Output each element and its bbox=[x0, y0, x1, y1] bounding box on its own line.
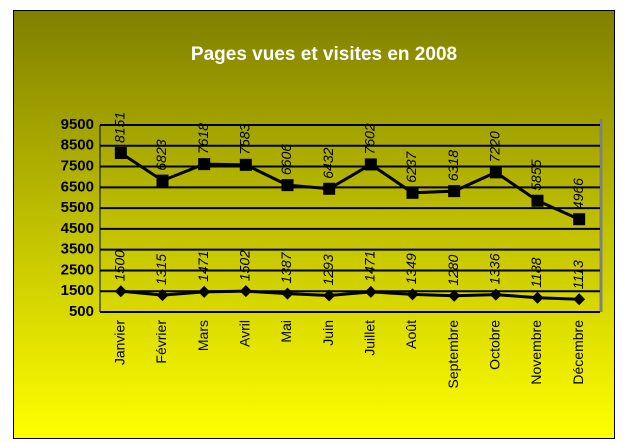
marker bbox=[323, 182, 336, 195]
marker bbox=[239, 285, 252, 298]
y-tick-label: 2500 bbox=[61, 261, 94, 278]
y-tick-label: 5500 bbox=[61, 199, 94, 216]
x-tick-label: Novembre bbox=[528, 320, 544, 385]
data-label: 1280 bbox=[445, 254, 461, 285]
y-tick-label: 9500 bbox=[61, 116, 94, 133]
x-tick-label: Juillet bbox=[362, 320, 378, 356]
data-label: 1315 bbox=[153, 254, 169, 285]
data-label: 1471 bbox=[362, 251, 378, 282]
y-tick-label: 7500 bbox=[61, 158, 94, 175]
data-label: 7220 bbox=[487, 131, 503, 162]
x-tick-label: Janvier bbox=[112, 320, 128, 365]
data-label: 4966 bbox=[570, 178, 586, 209]
marker bbox=[364, 158, 377, 171]
marker bbox=[448, 185, 461, 198]
data-label: 5855 bbox=[528, 159, 544, 190]
x-tick-label: Mai bbox=[278, 320, 294, 343]
series-line bbox=[120, 151, 580, 221]
data-label: 7618 bbox=[195, 123, 211, 154]
x-tick-label: Février bbox=[153, 320, 169, 364]
marker bbox=[239, 158, 252, 171]
marker bbox=[531, 291, 544, 304]
data-label: 1502 bbox=[237, 250, 253, 281]
y-tick-label: 1500 bbox=[61, 282, 94, 299]
marker bbox=[156, 174, 169, 187]
marker bbox=[198, 285, 211, 298]
data-label: 1349 bbox=[403, 253, 419, 284]
marker bbox=[489, 288, 502, 301]
data-label: 7602 bbox=[362, 123, 378, 154]
data-label: 6432 bbox=[320, 147, 336, 178]
marker bbox=[364, 285, 377, 298]
data-label: 6318 bbox=[445, 150, 461, 181]
chart-title: Pages vues et visites en 2008 bbox=[191, 44, 457, 65]
marker bbox=[573, 293, 586, 306]
marker bbox=[406, 186, 419, 199]
data-label: 7583 bbox=[237, 123, 253, 154]
marker bbox=[531, 194, 544, 207]
y-tick-label: 4500 bbox=[61, 220, 94, 237]
marker bbox=[281, 179, 294, 192]
marker bbox=[198, 158, 211, 171]
series-line bbox=[120, 289, 580, 301]
marker bbox=[156, 289, 169, 302]
x-tick-label: Juin bbox=[320, 320, 336, 346]
data-label: 8151 bbox=[112, 112, 128, 143]
data-label: 6823 bbox=[153, 139, 169, 170]
data-label: 1188 bbox=[528, 257, 544, 287]
marker bbox=[489, 166, 502, 179]
marker bbox=[114, 285, 127, 298]
x-tick-label: Mars bbox=[195, 320, 211, 351]
marker bbox=[573, 213, 586, 226]
data-label: 6237 bbox=[403, 150, 419, 182]
x-tick-label: Septembre bbox=[445, 320, 461, 389]
data-label: 1336 bbox=[487, 253, 503, 284]
chart-area bbox=[13, 10, 615, 439]
y-tick-label: 6500 bbox=[61, 178, 94, 195]
y-tick-label: 500 bbox=[69, 303, 94, 320]
data-label: 6606 bbox=[278, 144, 294, 175]
marker bbox=[114, 147, 127, 160]
data-label: 1113 bbox=[570, 260, 586, 289]
x-tick-label: Avril bbox=[237, 320, 253, 347]
marker bbox=[406, 288, 419, 301]
y-tick-label: 3500 bbox=[61, 241, 94, 258]
x-tick-label: Août bbox=[403, 320, 419, 349]
marker bbox=[448, 289, 461, 302]
marker bbox=[281, 287, 294, 300]
x-tick-label: Décembre bbox=[570, 320, 586, 385]
data-label: 1471 bbox=[195, 251, 211, 282]
data-label: 1293 bbox=[320, 254, 336, 285]
data-label: 1500 bbox=[112, 250, 128, 281]
x-tick-label: Octobre bbox=[487, 320, 503, 370]
marker bbox=[323, 289, 336, 302]
y-tick-label: 8500 bbox=[61, 137, 94, 154]
data-label: 1387 bbox=[278, 251, 294, 283]
